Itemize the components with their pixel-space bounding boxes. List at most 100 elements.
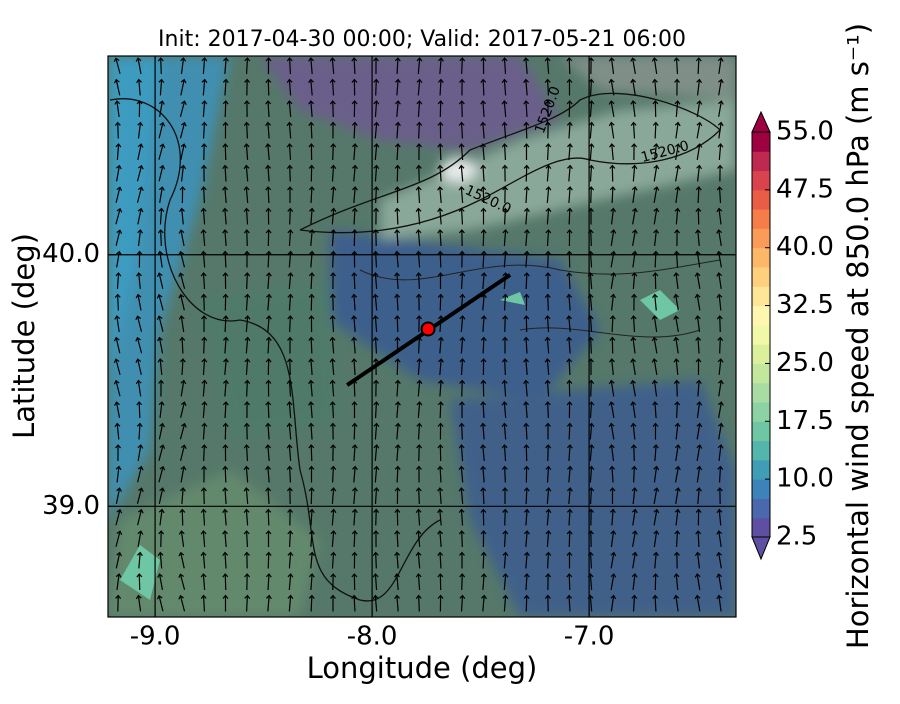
wind-arrow bbox=[200, 164, 207, 182]
wind-arrow bbox=[717, 121, 724, 139]
wind-arrow bbox=[136, 272, 142, 290]
wind-arrow bbox=[157, 336, 164, 354]
wind-arrow bbox=[330, 487, 337, 505]
wind-arrow bbox=[373, 508, 380, 526]
wind-arrow bbox=[609, 358, 615, 376]
wind-arrow bbox=[523, 465, 530, 483]
wind-arrow bbox=[480, 186, 487, 204]
wind-arrow bbox=[309, 229, 315, 247]
colorbar-band bbox=[752, 267, 770, 287]
wind-arrow bbox=[287, 336, 294, 354]
wind-arrow bbox=[673, 379, 680, 397]
y-tick-label: 39.0 bbox=[42, 491, 100, 521]
wind-arrow bbox=[480, 100, 487, 118]
wind-arrow bbox=[480, 444, 486, 462]
wind-arrow bbox=[265, 272, 272, 290]
colorbar-band bbox=[752, 421, 770, 442]
wind-arrow bbox=[545, 207, 552, 225]
wind-arrow bbox=[566, 379, 573, 397]
wind-arrow bbox=[286, 444, 293, 462]
wind-arrow bbox=[115, 508, 123, 526]
wind-arrow bbox=[308, 78, 314, 96]
wind-arrow bbox=[458, 508, 465, 526]
wind-arrow bbox=[330, 444, 337, 462]
wind-arrow bbox=[544, 315, 551, 333]
wind-arrow bbox=[458, 186, 465, 204]
wind-arrow bbox=[566, 444, 573, 462]
wind-arrow bbox=[480, 401, 487, 419]
wind-arrow bbox=[609, 508, 616, 526]
wind-arrow bbox=[286, 121, 293, 139]
wind-arrow bbox=[222, 465, 229, 483]
wind-arrow bbox=[458, 487, 465, 505]
wind-arrow bbox=[630, 401, 637, 418]
wind-arrow bbox=[523, 379, 529, 397]
wind-arrow bbox=[200, 293, 207, 311]
wind-arrow bbox=[524, 530, 530, 548]
wind-arrow bbox=[244, 293, 251, 311]
wind-arrow bbox=[135, 57, 142, 74]
wind-arrow bbox=[415, 551, 422, 569]
wind-arrow bbox=[222, 573, 229, 591]
wind-arrow bbox=[201, 379, 208, 397]
wind-arrow bbox=[287, 573, 294, 591]
wind-arrow bbox=[458, 207, 465, 225]
wind-arrow bbox=[523, 358, 530, 376]
wind-arrow bbox=[265, 551, 272, 569]
wind-arrow bbox=[630, 444, 637, 462]
wind-arrow bbox=[416, 121, 423, 139]
wind-arrow bbox=[394, 315, 401, 333]
wind-arrow bbox=[630, 121, 637, 139]
wind-arrow bbox=[308, 487, 315, 505]
wind-arrow bbox=[137, 508, 144, 526]
wind-arrow bbox=[201, 444, 208, 462]
wind-arrow bbox=[222, 422, 229, 440]
wind-arrow bbox=[437, 229, 444, 247]
wind-arrow bbox=[415, 229, 422, 247]
wind-arrow bbox=[458, 164, 465, 182]
colorbar-band bbox=[752, 209, 770, 229]
wind-arrow bbox=[351, 573, 358, 591]
wind-arrow bbox=[265, 78, 272, 96]
wind-arrow bbox=[372, 229, 379, 247]
wind-arrow bbox=[200, 207, 207, 225]
wind-arrow bbox=[372, 336, 379, 354]
wind-arrow bbox=[222, 121, 229, 139]
wind-arrow bbox=[415, 530, 422, 548]
wind-arrow bbox=[329, 358, 336, 376]
wind-arrow bbox=[696, 78, 703, 96]
wind-arrow bbox=[458, 121, 465, 139]
wind-arrow bbox=[308, 508, 315, 526]
wind-arrow bbox=[630, 336, 637, 354]
wind-arrow bbox=[501, 164, 508, 182]
wind-arrow bbox=[265, 315, 272, 333]
wind-arrow bbox=[609, 164, 616, 182]
wind-arrow bbox=[351, 594, 358, 612]
wind-arrow bbox=[695, 530, 702, 548]
wind-arrow bbox=[480, 422, 487, 440]
wind-arrow bbox=[394, 164, 401, 182]
wind-arrow bbox=[394, 57, 401, 75]
wind-arrow bbox=[480, 465, 487, 483]
wind-arrow bbox=[222, 186, 229, 204]
wind-arrow bbox=[394, 143, 401, 161]
wind-arrow bbox=[717, 379, 724, 397]
wind-arrow bbox=[395, 100, 401, 118]
wind-arrow bbox=[286, 100, 293, 118]
wind-arrow bbox=[265, 100, 272, 118]
wind-arrow bbox=[373, 422, 380, 440]
wind-vectors bbox=[113, 57, 724, 612]
wind-arrow bbox=[716, 551, 722, 569]
wind-arrow bbox=[651, 315, 658, 333]
wind-arrow bbox=[265, 57, 272, 75]
wind-arrow bbox=[459, 573, 466, 591]
wind-arrow bbox=[696, 164, 703, 182]
wind-arrow bbox=[308, 530, 315, 548]
wind-arrow bbox=[394, 487, 401, 505]
wind-arrow bbox=[135, 379, 142, 397]
wind-arrow bbox=[609, 465, 616, 483]
wind-arrow bbox=[308, 293, 315, 311]
wind-arrow bbox=[717, 336, 724, 354]
wind-arrow bbox=[415, 272, 422, 290]
wind-arrow bbox=[437, 573, 444, 591]
